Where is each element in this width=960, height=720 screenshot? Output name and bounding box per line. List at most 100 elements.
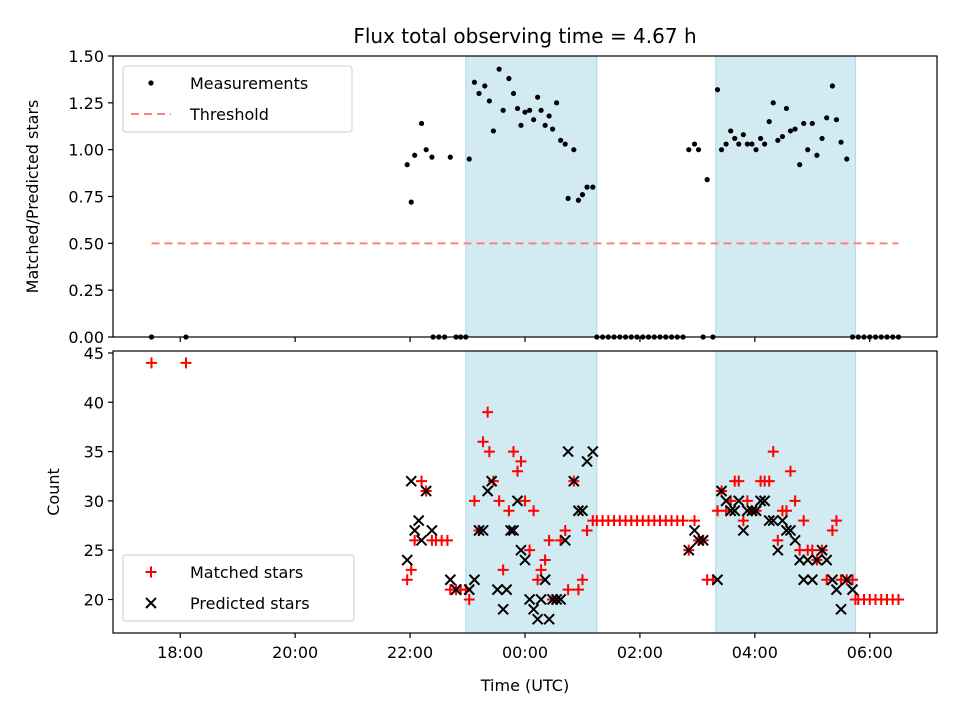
data-point [714, 87, 721, 93]
data-point [763, 475, 775, 487]
x-tick-label: 06:00 [847, 643, 893, 662]
data-point [686, 147, 692, 153]
data-point [542, 122, 548, 128]
data-point [409, 534, 421, 546]
data-point [789, 534, 801, 547]
data-point [487, 475, 499, 487]
data-point [893, 593, 905, 605]
legend-marker [145, 566, 157, 578]
data-point [401, 554, 413, 566]
data-point [401, 574, 413, 586]
data-point [725, 505, 737, 517]
y-tick-label: 30 [84, 492, 104, 511]
series-measurements [148, 66, 902, 340]
data-point [741, 505, 754, 517]
panel-1: 0.00 0.25 0.50 0.75 1.00 1.25 1.50 Matched/Pred… [23, 47, 938, 347]
legend-label: Measurements [190, 74, 308, 93]
data-point [420, 485, 432, 497]
data-point [720, 495, 732, 507]
data-point [688, 524, 701, 537]
data-point [737, 515, 749, 527]
data-point [749, 141, 755, 147]
data-point [754, 495, 767, 507]
data-point [758, 495, 771, 507]
data-point [689, 515, 701, 527]
data-point [423, 147, 429, 153]
data-point [476, 90, 482, 97]
data-point [504, 524, 517, 537]
data-point [523, 593, 536, 606]
data-point [770, 100, 776, 106]
data-point [468, 574, 481, 586]
data-point [539, 574, 551, 586]
data-point [826, 574, 839, 586]
data-point [784, 465, 796, 477]
data-point [463, 583, 475, 596]
legend-label: Predicted stars [190, 594, 310, 613]
y-tick-label: 1.00 [68, 141, 104, 160]
data-point [491, 583, 504, 596]
y-tick-label: 40 [84, 393, 104, 412]
data-point [750, 505, 762, 517]
data-point [829, 83, 836, 89]
y-tick-label: 1.50 [68, 47, 104, 66]
x-tick-label: 18:00 [157, 643, 203, 662]
y-tick-label: 35 [84, 443, 104, 462]
data-point [515, 544, 527, 556]
data-point [490, 128, 496, 134]
data-point [526, 107, 533, 113]
data-point [527, 603, 540, 616]
data-point [695, 147, 702, 153]
x-tick-label: 22:00 [387, 643, 433, 662]
data-point [512, 465, 524, 477]
data-point [558, 137, 564, 143]
data-point [830, 515, 842, 527]
x-tick-label: 04:00 [732, 643, 778, 662]
data-point [416, 475, 428, 487]
data-point [821, 574, 833, 586]
chart-panels: 0.00 0.25 0.50 0.75 1.00 1.25 1.50 Matched/Pred… [23, 47, 938, 695]
data-point [718, 147, 725, 153]
data-point [519, 495, 531, 507]
data-point [732, 135, 738, 142]
data-point [581, 524, 593, 536]
data-point [500, 107, 506, 113]
shaded-interval [715, 55, 856, 338]
data-point [506, 75, 512, 82]
data-point [779, 133, 786, 140]
y-tick-label: 0.50 [68, 234, 104, 253]
y-tick-label: 25 [84, 541, 104, 560]
data-point [510, 90, 517, 97]
data-point [797, 162, 803, 168]
data-point [740, 132, 746, 138]
data-point [528, 505, 540, 517]
data-point [404, 162, 410, 168]
data-point [572, 584, 584, 596]
data-point [576, 505, 589, 517]
data-point [477, 524, 489, 537]
data-point [805, 147, 811, 153]
data-point [180, 357, 192, 369]
data-point [485, 475, 498, 487]
data-point [775, 137, 781, 143]
data-point [546, 113, 552, 119]
data-point [412, 152, 418, 158]
data-point [535, 593, 547, 606]
data-point [691, 141, 698, 147]
data-point [418, 120, 425, 127]
y-tick-label: 0.25 [68, 281, 104, 300]
data-point [677, 515, 689, 527]
data-point [466, 156, 472, 162]
y-tick-label: 45 [84, 344, 104, 363]
data-point [767, 446, 779, 458]
data-point [711, 574, 724, 586]
data-point [579, 192, 586, 198]
data-point [792, 126, 798, 132]
data-point [784, 524, 797, 537]
data-point [426, 524, 438, 537]
data-point [763, 514, 775, 527]
data-point [519, 554, 531, 566]
data-point [559, 524, 571, 536]
data-point [522, 109, 528, 115]
